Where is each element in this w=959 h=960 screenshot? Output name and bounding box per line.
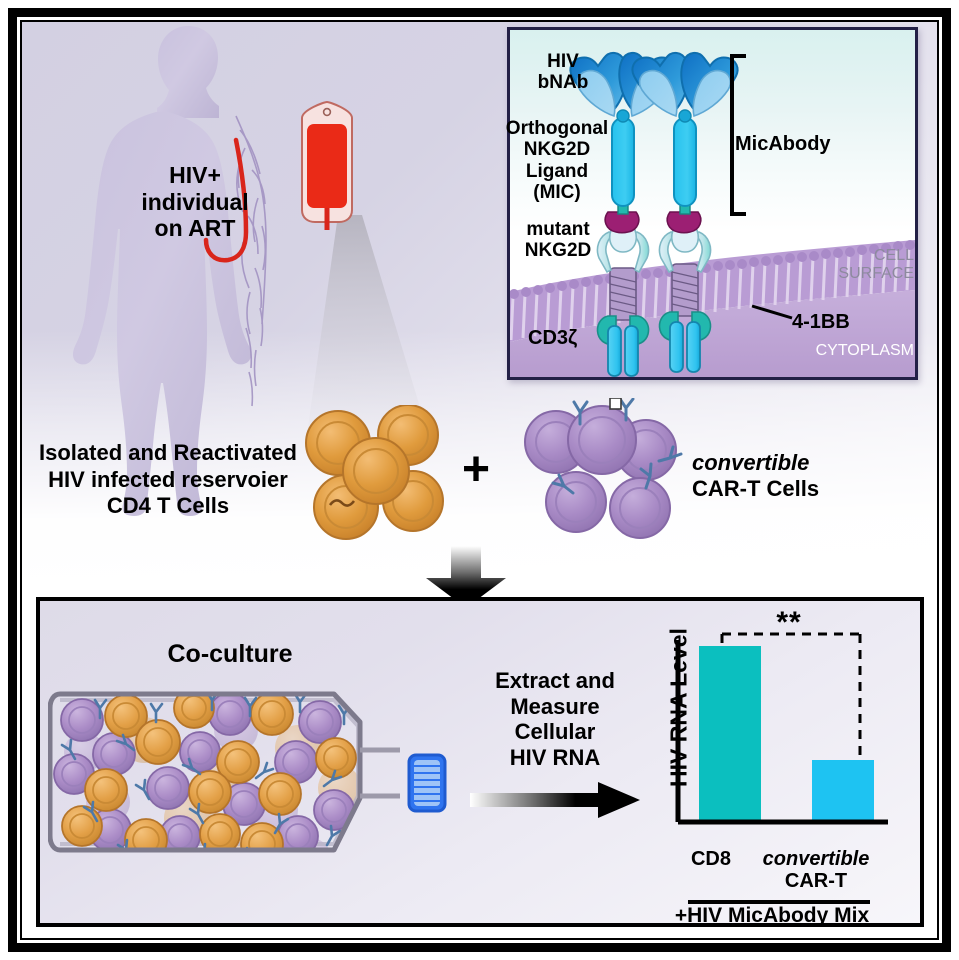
process-down-arrow-icon [426,546,506,608]
extract-line-4: HIV RNA [509,745,601,771]
hiv-bnab-label: HIV bNAb [524,51,602,94]
cart-cells-label-rest: CAR-T Cells [692,476,820,502]
rna-extraction-column-icon [407,753,447,813]
x-axis-group-label: +HIV MicAbody Mix [674,904,870,927]
bar-convertible-cart [812,760,874,822]
reservoir-label-line-2: HIV infected reservoier [48,466,288,492]
extract-line-1: Extract and [495,668,615,693]
significance-marker: ** [776,606,802,639]
patient-label-line-1: HIV+ [169,162,221,188]
cell-surface-line-2: SURFACE [838,265,914,283]
cd3-zeta-label: CD3ζ [528,327,578,349]
x-tick-cd8: CD8 [690,848,731,870]
micabody-label: MicAbody [735,133,831,155]
cell-surface-label: CELL SURFACE [818,247,914,284]
four-one-bb-label: 4-1BB [792,311,850,333]
x-tick-convertible-italic: convertible [762,848,870,870]
plus-sign: + [462,443,491,496]
orthogonal-line-4: (MIC) [533,181,581,203]
cytoplasm-label: CYTOPLASM [815,342,914,359]
receptor-schematic-drawing [510,52,915,377]
hiv-rna-bar-chart: HIV RNA Level ** CD8 convertible CAR-T +… [636,606,901,927]
orthogonal-ligand-label: Orthogonal NKG2D Ligand (MIC) [497,118,617,203]
patient-label-line-3: on ART [154,215,236,242]
cart-cells-label-italic: convertible [692,450,810,475]
y-axis-label: HIV RNA Level [665,628,692,787]
orthogonal-line-3: Ligand [525,160,589,182]
mutant-line-1: mutant [526,219,590,240]
mutant-line-2: NKG2D [524,240,592,262]
x-tick-convertible-rest: CAR-T [784,870,848,893]
reservoir-label-line-3: CD4 T Cells [106,493,230,519]
culture-flask-icon [48,691,400,853]
extract-arrow-icon [470,782,640,818]
hiv-bnab-line-2: bNAb [537,72,589,94]
car-t-cell-cluster-icon [524,398,683,539]
human-silhouette-icon [72,26,267,516]
cell-surface-line-1: CELL [873,247,914,264]
patient-label: HIV+ individual on ART [120,162,270,242]
reservoir-label: Isolated and Reactivated HIV infected re… [8,440,328,520]
patient-label-line-2: individual [141,188,249,215]
orthogonal-line-1: Orthogonal [505,118,609,139]
receptor-schematic-inset [507,27,918,380]
bar-chart-plot [675,632,888,825]
x-tick-convertible-cart: convertible CAR-T [746,848,886,893]
orthogonal-line-2: NKG2D [523,139,591,161]
coculture-title: Co-culture [167,640,293,668]
separation-cone-icon [306,215,432,447]
mutant-nkg2d-label: mutant NKG2D [506,219,610,262]
group-bracket-rule [688,900,870,904]
extract-line-3: Cellular [514,719,596,745]
extract-measure-label: Extract and Measure Cellular HIV RNA [455,668,655,771]
reservoir-label-line-1: Isolated and Reactivated [39,440,297,465]
cd4-t-cell-cluster-icon [305,405,444,540]
bar-cd8 [699,646,761,822]
hiv-bnab-line-1: HIV [547,51,579,72]
cart-cells-label: convertible CAR-T Cells [692,450,892,503]
extract-line-2: Measure [510,693,600,719]
blood-bag-icon [301,100,353,230]
